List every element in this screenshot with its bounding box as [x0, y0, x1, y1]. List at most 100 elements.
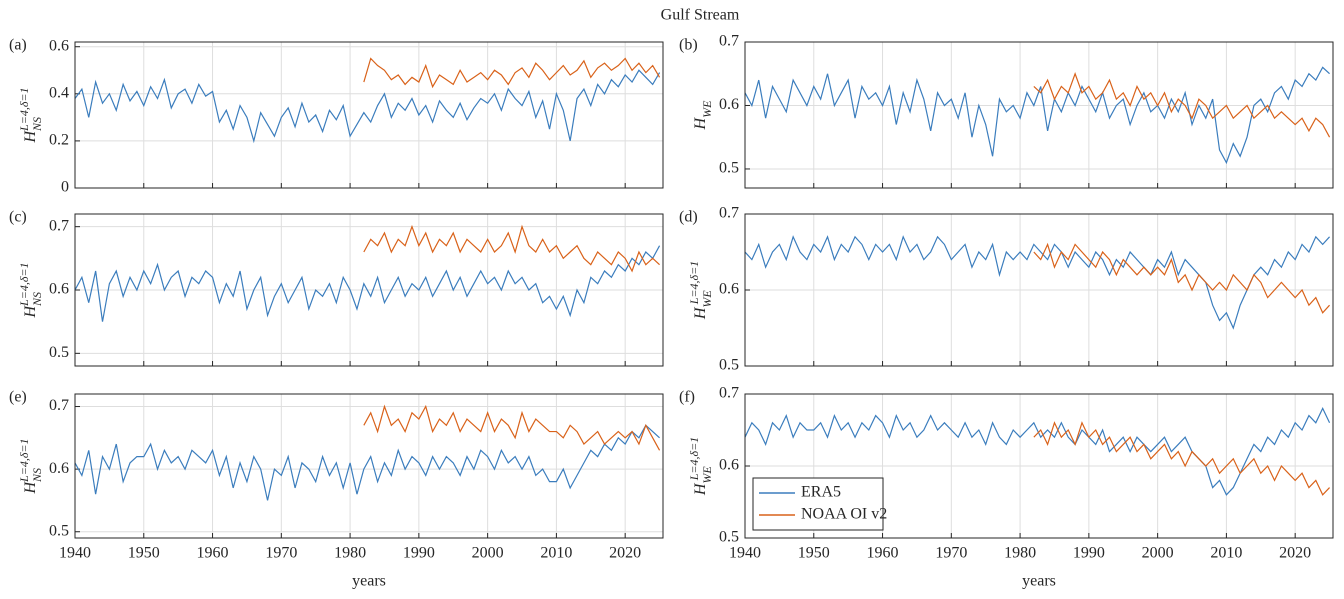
axes-frame [744, 213, 1334, 367]
plot-lines [745, 66, 1331, 165]
plot-lines [75, 224, 661, 322]
series-line [1033, 242, 1331, 314]
series-line [745, 235, 1331, 330]
x-tick-label: 1970 [935, 545, 967, 562]
panel: 0.5 0.6 0.7 1940 1950 1960 1970 1980 1990 2000 201… [679, 385, 1334, 590]
x-tick-label: 2020 [1279, 545, 1311, 562]
y-axis-label: HNSL=4,δ=1 [17, 87, 44, 143]
y-tick-label: 0.5 [719, 160, 739, 177]
y-label-base: H [22, 130, 39, 144]
y-label-sup: L=4,δ=1 [687, 437, 701, 481]
x-tick-label: 2010 [540, 545, 572, 562]
y-axis-label: HNSL=4,δ=1 [17, 262, 44, 318]
y-label-sub: WE [700, 100, 714, 118]
y-axis-label: HWEL=4,δ=1 [687, 261, 714, 320]
panel: 0.5 0.6 0.7 (c) HNSL=4,δ=1 [9, 209, 664, 367]
x-tick-label: 1980 [1004, 545, 1036, 562]
y-tick-label: 0.6 [49, 460, 69, 477]
x-tick-label: 2020 [609, 545, 641, 562]
y-tick-label: 0.7 [719, 385, 739, 402]
axes-frame [74, 213, 664, 367]
series-line [75, 245, 661, 322]
panel-label: (e) [9, 389, 27, 406]
series-line [363, 404, 661, 451]
series-line [75, 424, 660, 501]
x-axis-label: years [1022, 573, 1056, 590]
axes-frame [744, 41, 1334, 189]
x-tick-label: 1990 [1073, 545, 1105, 562]
y-tick-label: 0.6 [719, 96, 739, 113]
y-label-sub: NS [30, 468, 44, 483]
x-tick-label: 1950 [798, 545, 830, 562]
axes-frame [744, 393, 1334, 539]
axes-frame [74, 41, 664, 189]
panel-label: (d) [679, 209, 698, 226]
y-tick-label: 0.6 [49, 37, 69, 54]
series-line [363, 57, 661, 89]
y-label-base: H [22, 481, 39, 495]
x-tick-label: 1940 [59, 545, 91, 562]
y-tick-label: 0.6 [49, 281, 69, 298]
y-label-sub: WE [700, 290, 714, 308]
y-tick-label: 0.7 [49, 397, 69, 414]
y-tick-label: 0.5 [719, 529, 739, 546]
y-label-base: H [692, 482, 709, 496]
y-axis-label: HWEL=4,δ=1 [687, 437, 714, 496]
x-tick-label: 1980 [334, 545, 366, 562]
panel-label: (c) [9, 209, 27, 226]
y-axis-label: HWE [692, 100, 714, 131]
y-label-sup: L=4,δ=1 [17, 87, 31, 131]
y-label-sup: L=4,δ=1 [17, 262, 31, 306]
y-label-sub: WE [700, 466, 714, 484]
y-tick-label: 0.7 [719, 205, 739, 222]
series-line [1033, 421, 1330, 496]
x-tick-label: 2000 [472, 545, 504, 562]
x-tick-label: 2000 [1142, 545, 1174, 562]
y-tick-label: 0.4 [49, 84, 69, 101]
legend-label: NOAA OI v2 [801, 506, 887, 523]
panel-label: (a) [9, 37, 27, 54]
series-line [75, 69, 661, 144]
y-tick-label: 0.5 [719, 357, 739, 374]
y-tick-label: 0.6 [719, 457, 739, 474]
y-tick-label: 0.5 [49, 522, 69, 539]
x-tick-label: 1970 [265, 545, 297, 562]
y-tick-label: 0.2 [49, 132, 69, 149]
series-line [745, 407, 1331, 496]
plot-lines [75, 404, 661, 501]
axes-frame [74, 393, 664, 539]
x-tick-label: 1990 [403, 545, 435, 562]
x-tick-label: 1940 [729, 545, 761, 562]
y-tick-label: 0 [61, 179, 69, 196]
x-tick-label: 2010 [1210, 545, 1242, 562]
y-label-base: H [692, 116, 709, 130]
plot-lines [745, 235, 1331, 330]
y-label-base: H [692, 306, 709, 320]
panel: 0.5 0.6 0.7 1940 1950 1960 1970 1980 1990 2000 201… [9, 389, 664, 590]
panel: 0 0.2 0.4 0.6 (a) HNSL=4,δ=1 [9, 37, 664, 196]
legend-label: ERA5 [801, 484, 841, 501]
x-axis-label: years [352, 573, 386, 590]
panel-label: (f) [679, 389, 695, 406]
series-line [363, 224, 660, 273]
y-tick-label: 0.5 [49, 344, 69, 361]
y-label-sup: L=4,δ=1 [687, 261, 701, 305]
series-line [1033, 71, 1331, 138]
y-axis-label: HNSL=4,δ=1 [17, 438, 44, 494]
y-label-sub: NS [30, 292, 44, 307]
figure-title: Gulf Stream [661, 7, 740, 24]
x-tick-label: 1960 [197, 545, 229, 562]
y-label-base: H [22, 305, 39, 319]
y-label-sup: L=4,δ=1 [17, 438, 31, 482]
plot-lines [75, 57, 661, 144]
y-label-sub: NS [30, 117, 44, 132]
y-tick-label: 0.7 [49, 217, 69, 234]
panel: 0.5 0.6 0.7 (d) HWEL=4,δ=1 [679, 205, 1334, 374]
x-tick-label: 1950 [128, 545, 160, 562]
panel: 0.5 0.6 0.7 (b) HWE [679, 33, 1334, 189]
y-tick-label: 0.7 [719, 33, 739, 50]
plot-lines [745, 407, 1331, 496]
y-tick-label: 0.6 [719, 281, 739, 298]
